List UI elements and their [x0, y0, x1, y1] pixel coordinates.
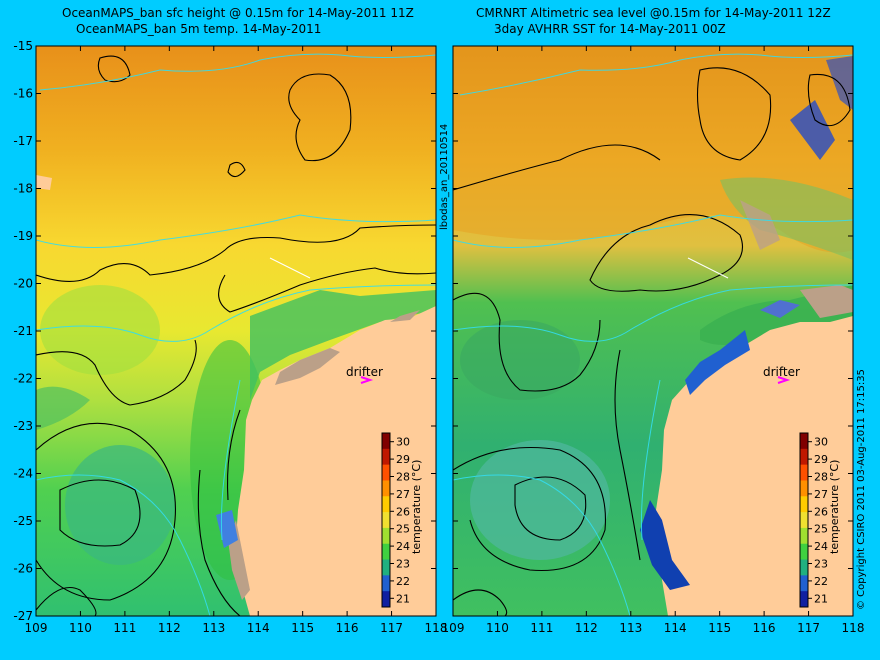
- colorbar-tick-label: 30: [396, 436, 410, 449]
- colorbar-tick-label: 22: [396, 575, 410, 588]
- colorbar-tick-label: 26: [814, 505, 828, 518]
- right-drifter-label: drifter: [763, 365, 800, 379]
- colorbar-tick-label: 30: [814, 436, 828, 449]
- colorbar-swatch: [382, 480, 390, 497]
- colorbar-label: temperature (°C): [410, 460, 423, 554]
- lon-tick-label: 111: [113, 621, 136, 635]
- left-drifter-marker: drifter: [346, 365, 383, 384]
- right-ssh-contours: [453, 67, 851, 616]
- side-label: lbodas_an_20110514: [439, 124, 450, 230]
- colorbar-tick-label: 25: [396, 523, 410, 536]
- lat-tick-label: -26: [13, 562, 33, 576]
- lon-tick-label: 113: [619, 621, 642, 635]
- lat-tick-label: -16: [13, 87, 33, 101]
- colorbar-swatch: [800, 559, 808, 576]
- left-axes: -15-16-17-18-19-20-21-22-23-24-25-26-271…: [13, 39, 447, 635]
- colorbar-tick-label: 26: [396, 505, 410, 518]
- colorbar-swatch: [382, 575, 390, 592]
- colorbar-swatch: [382, 464, 390, 481]
- lat-tick-label: -22: [13, 372, 33, 386]
- right-title-line1: CMRNRT Altimetric sea level @0.15m for 1…: [476, 6, 831, 20]
- lon-tick-label: 109: [442, 621, 465, 635]
- colorbar-swatch: [800, 575, 808, 592]
- lat-tick-label: -27: [13, 609, 33, 623]
- colorbar-swatch: [800, 448, 808, 466]
- colorbar-tick-label: 27: [396, 488, 410, 501]
- lon-tick-label: 118: [425, 621, 448, 635]
- left-drifter-label: drifter: [346, 365, 383, 379]
- colorbar-swatch: [800, 496, 808, 513]
- left-title-line2: OceanMAPS_ban 5m temp. 14-May-2011: [76, 22, 322, 36]
- left-colorbar: 30 29 28 27 26 25 24 23 22 21 temperature (°C): [381, 432, 423, 608]
- colorbar-swatch: [382, 527, 390, 545]
- left-map-panel: drifter: [36, 46, 436, 616]
- colorbar-swatch: [382, 433, 390, 450]
- lon-tick-label: 116: [753, 621, 776, 635]
- colorbar-swatch: [800, 433, 808, 450]
- lat-tick-label: -24: [13, 467, 33, 481]
- lon-tick-label: 110: [486, 621, 509, 635]
- colorbar-tick-label: 27: [814, 488, 828, 501]
- colorbar-swatch: [800, 464, 808, 481]
- right-drifter-marker: drifter: [763, 365, 800, 384]
- left-title-line1: OceanMAPS_ban sfc height @ 0.15m for 14-…: [62, 6, 414, 20]
- colorbar-swatch: [800, 591, 808, 608]
- colorbar-swatch: [382, 512, 390, 529]
- colorbar-swatch: [800, 512, 808, 529]
- lon-tick-label: 112: [575, 621, 598, 635]
- lon-tick-label: 115: [708, 621, 731, 635]
- colorbar-tick-label: 24: [396, 540, 410, 553]
- colorbar-swatch: [382, 543, 390, 561]
- colorbar-swatch: [800, 543, 808, 561]
- copyright-label: © Copyright CSIRO 2011 03-Aug-2011 17:15…: [856, 369, 867, 610]
- lon-tick-label: 118: [842, 621, 865, 635]
- lon-tick-label: 111: [530, 621, 553, 635]
- lon-tick-label: 112: [158, 621, 181, 635]
- left-ssh-contours: [36, 55, 436, 616]
- colorbar-tick-label: 28: [396, 471, 410, 484]
- lon-tick-label: 109: [25, 621, 48, 635]
- lon-tick-label: 117: [797, 621, 820, 635]
- lon-tick-label: 115: [291, 621, 314, 635]
- lon-tick-label: 114: [664, 621, 687, 635]
- right-bathymetry: [453, 53, 853, 616]
- lat-tick-label: -25: [13, 514, 33, 528]
- colorbar-tick-label: 25: [814, 523, 828, 536]
- lat-tick-label: -15: [13, 39, 33, 53]
- colorbar-swatch: [800, 480, 808, 497]
- right-title-line2: 3day AVHRR SST for 14-May-2011 00Z: [494, 22, 726, 36]
- lat-tick-label: -17: [13, 134, 33, 148]
- colorbar-tick-label: 29: [814, 453, 828, 466]
- lat-tick-label: -21: [13, 324, 33, 338]
- right-colorbar: 30 29 28 27 26 25 24 23 22 21 temperature (°C): [799, 432, 841, 608]
- colorbar-swatch: [382, 559, 390, 576]
- right-axes: 109 110 111 112 113 114 115 116 117 118: [442, 45, 865, 635]
- colorbar-tick-label: 22: [814, 575, 828, 588]
- right-map-panel: drifter: [453, 46, 853, 616]
- colorbar-tick-label: 28: [814, 471, 828, 484]
- lat-tick-label: -23: [13, 419, 33, 433]
- colorbar-swatch: [382, 591, 390, 608]
- colorbar-tick-label: 29: [396, 453, 410, 466]
- lon-tick-label: 114: [247, 621, 270, 635]
- colorbar-tick-label: 24: [814, 540, 828, 553]
- colorbar-swatch: [800, 527, 808, 545]
- left-bathymetry: [36, 53, 436, 616]
- colorbar-tick-label: 23: [814, 558, 828, 571]
- lon-tick-label: 110: [69, 621, 92, 635]
- lon-tick-label: 113: [202, 621, 225, 635]
- lat-tick-label: -18: [13, 182, 33, 196]
- lat-tick-label: -20: [13, 277, 33, 291]
- colorbar-tick-label: 21: [396, 592, 410, 605]
- colorbar-swatch: [382, 448, 390, 466]
- lon-tick-label: 116: [336, 621, 359, 635]
- colorbar-label: temperature (°C): [828, 460, 841, 554]
- colorbar-tick-label: 21: [814, 592, 828, 605]
- colorbar-swatch: [382, 496, 390, 513]
- colorbar-tick-label: 23: [396, 558, 410, 571]
- lat-tick-label: -19: [13, 229, 33, 243]
- lon-tick-label: 117: [380, 621, 403, 635]
